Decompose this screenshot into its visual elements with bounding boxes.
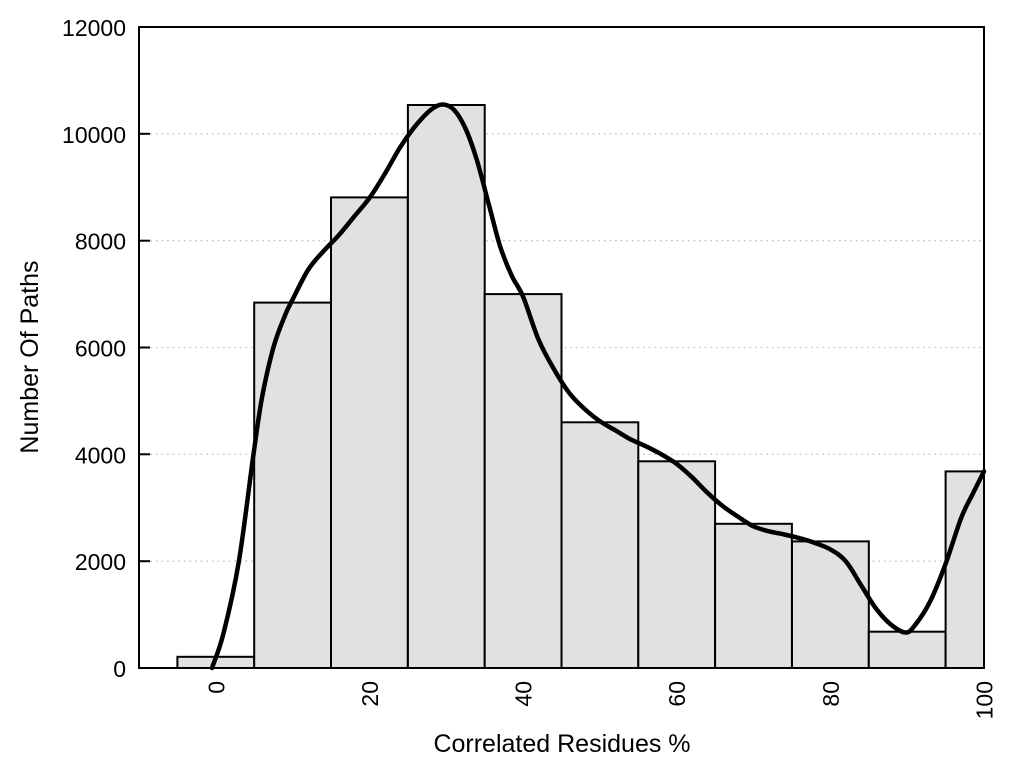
y-tick-label-6000: 6000	[75, 336, 126, 362]
histogram-bar-40	[483, 293, 563, 669]
y-tick-label-8000: 8000	[75, 229, 126, 255]
histogram-bar-20	[330, 196, 409, 669]
y-axis-title: Number Of Paths	[16, 260, 44, 454]
y-tick-label-0: 0	[113, 656, 126, 682]
histogram-bar-90	[867, 630, 947, 670]
x-tick-label-40: 40	[511, 681, 537, 707]
x-tick-label-0: 0	[203, 681, 229, 694]
y-tick-label-10000: 10000	[62, 122, 126, 148]
y-tick-label-4000: 4000	[75, 442, 126, 468]
x-axis-title: Correlated Residues %	[433, 730, 691, 758]
x-tick-label-20: 20	[357, 681, 383, 707]
histogram-bar-10	[253, 301, 332, 669]
histogram-bar-50	[560, 421, 640, 669]
density-curve	[209, 102, 987, 671]
x-tick-label-100: 100	[972, 681, 998, 719]
x-tick-label-60: 60	[664, 681, 690, 707]
y-tick-label-2000: 2000	[75, 549, 126, 575]
histogram-bar-80	[791, 540, 870, 670]
histogram-bar-100	[944, 470, 985, 669]
x-tick-label-80: 80	[818, 681, 844, 707]
y-tick-label-12000: 12000	[62, 15, 126, 41]
histogram-bar-70	[714, 522, 793, 669]
histogram-bar-60	[637, 460, 717, 669]
histogram-bar-30	[406, 104, 486, 669]
